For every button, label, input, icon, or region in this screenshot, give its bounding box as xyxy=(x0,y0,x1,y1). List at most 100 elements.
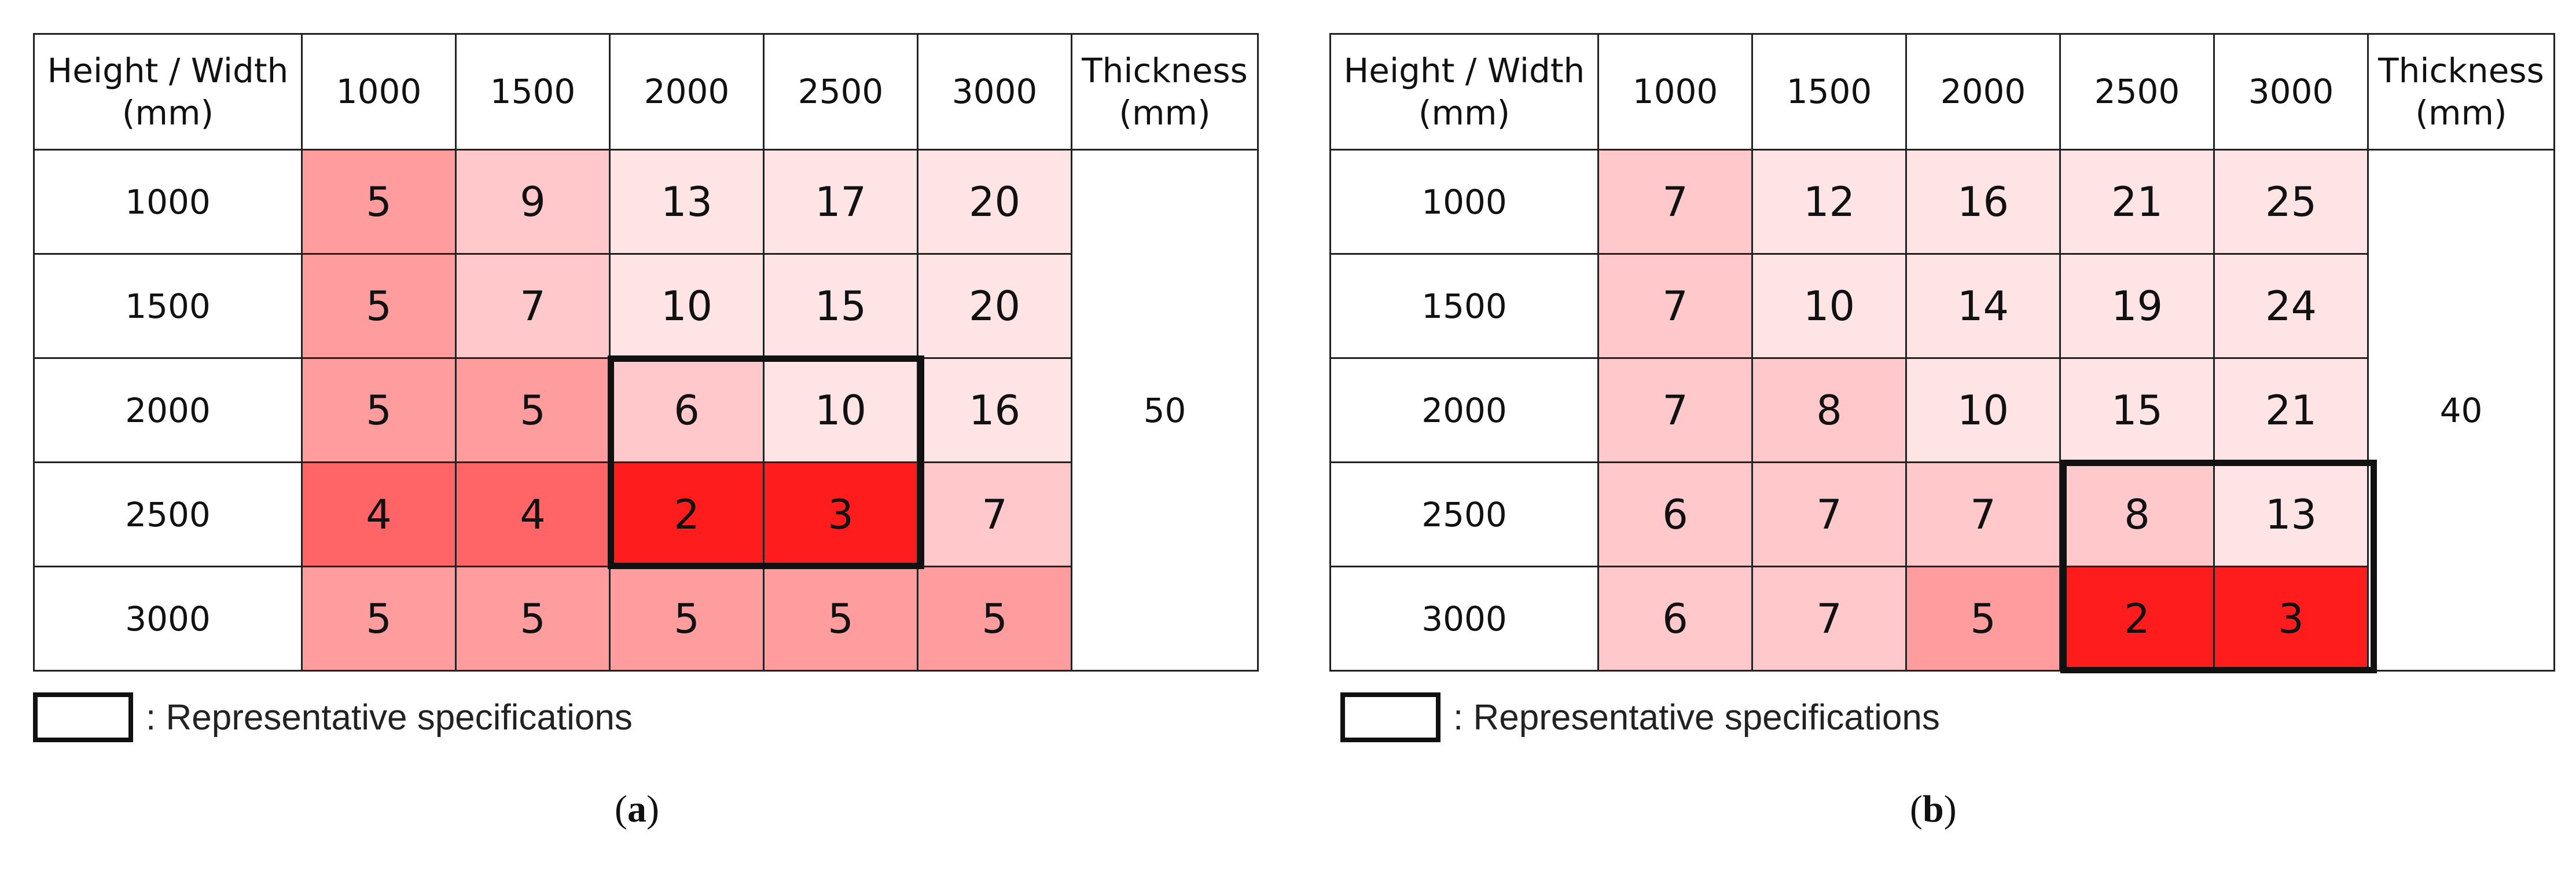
table-row: 2000 7 8 10 15 21 xyxy=(1329,357,2555,463)
table-row: 3000 6 7 5 2 3 xyxy=(1329,566,2555,672)
value-cell: 3 xyxy=(2213,566,2369,672)
table-row: 1500 5 7 10 15 20 xyxy=(33,253,1258,359)
height-label: 1000 xyxy=(1329,149,1599,255)
value-cell: 7 xyxy=(917,461,1072,567)
thickness-value: 40 xyxy=(2367,149,2555,672)
value-cell: 15 xyxy=(2059,357,2215,463)
thickness-header: Thickness (mm) xyxy=(1071,33,1259,151)
value-cell: 3 xyxy=(763,461,918,567)
value-cell: 2 xyxy=(609,461,765,567)
value-cell: 7 xyxy=(1597,149,1753,255)
width-header: 2000 xyxy=(1905,33,2061,151)
value-cell: 5 xyxy=(917,566,1072,672)
value-cell: 9 xyxy=(455,149,611,255)
value-cell: 5 xyxy=(609,566,765,672)
value-cell: 12 xyxy=(1751,149,1907,255)
height-label: 1000 xyxy=(33,149,303,255)
value-cell: 21 xyxy=(2213,357,2369,463)
legend-a: : Representative specifications xyxy=(33,692,633,742)
spec-table-b: Height / Width (mm) 1000 1500 2000 2500 3000 T… xyxy=(1329,33,2555,672)
value-cell: 19 xyxy=(2059,253,2215,359)
value-cell: 6 xyxy=(1597,566,1753,672)
table-row: 1000 7 12 16 21 25 40 xyxy=(1329,149,2555,672)
value-cell: 5 xyxy=(301,149,457,255)
value-cell: 5 xyxy=(301,357,457,463)
value-cell: 4 xyxy=(301,461,457,567)
corner-header: Height / Width (mm) xyxy=(1329,33,1599,151)
width-header: 1000 xyxy=(1597,33,1753,151)
height-label: 1500 xyxy=(1329,253,1599,359)
header-row: Height / Width (mm) 1000 1500 2000 2500 3000 T… xyxy=(1329,33,2555,151)
value-cell: 15 xyxy=(763,253,918,359)
spec-table-a: Height / Width (mm) 1000 1500 2000 2500 3000 T… xyxy=(33,33,1259,672)
panel-label-b: (b) xyxy=(1910,788,1957,830)
value-cell: 7 xyxy=(1597,253,1753,359)
value-cell: 10 xyxy=(609,253,765,359)
value-cell: 13 xyxy=(2213,461,2369,567)
value-cell: 13 xyxy=(609,149,765,255)
width-header: 2000 xyxy=(609,33,765,151)
table-row: 2000 5 5 6 10 16 xyxy=(33,357,1258,463)
value-cell: 7 xyxy=(1905,461,2061,567)
height-label: 2000 xyxy=(1329,357,1599,463)
width-header: 2500 xyxy=(763,33,918,151)
value-cell: 8 xyxy=(1751,357,1907,463)
width-header: 3000 xyxy=(2213,33,2369,151)
value-cell: 4 xyxy=(455,461,611,567)
width-header: 3000 xyxy=(917,33,1072,151)
height-label: 2500 xyxy=(33,461,303,567)
value-cell: 8 xyxy=(2059,461,2215,567)
height-label: 3000 xyxy=(33,566,303,672)
value-cell: 17 xyxy=(763,149,918,255)
value-cell: 25 xyxy=(2213,149,2369,255)
legend-label: : Representative specifications xyxy=(1453,697,1940,738)
value-cell: 5 xyxy=(301,566,457,672)
value-cell: 16 xyxy=(1905,149,2061,255)
panel-a: Height / Width (mm) 1000 1500 2000 2500 3000 T… xyxy=(33,33,1259,672)
legend-label: : Representative specifications xyxy=(146,697,633,738)
header-row: Height / Width (mm) 1000 1500 2000 2500 3000 T… xyxy=(33,33,1259,151)
value-cell: 6 xyxy=(609,357,765,463)
legend-swatch xyxy=(1340,692,1440,742)
value-cell: 7 xyxy=(1597,357,1753,463)
width-header: 1500 xyxy=(455,33,611,151)
corner-header: Height / Width (mm) xyxy=(33,33,303,151)
value-cell: 10 xyxy=(1751,253,1907,359)
value-cell: 20 xyxy=(917,149,1072,255)
value-cell: 5 xyxy=(1905,566,2061,672)
height-label: 3000 xyxy=(1329,566,1599,672)
height-label: 1500 xyxy=(33,253,303,359)
value-cell: 14 xyxy=(1905,253,2061,359)
value-cell: 7 xyxy=(455,253,611,359)
height-label: 2500 xyxy=(1329,461,1599,567)
thickness-value: 50 xyxy=(1071,149,1259,672)
table-row: 1000 5 9 13 17 20 50 xyxy=(33,149,1259,672)
table-row: 1500 7 10 14 19 24 xyxy=(1329,253,2555,359)
value-cell: 7 xyxy=(1751,461,1907,567)
value-cell: 10 xyxy=(1905,357,2061,463)
table-row: 3000 5 5 5 5 5 xyxy=(33,566,1258,672)
panel-b: Height / Width (mm) 1000 1500 2000 2500 3000 T… xyxy=(1329,33,2555,673)
value-cell: 16 xyxy=(917,357,1072,463)
value-cell: 5 xyxy=(455,566,611,672)
value-cell: 5 xyxy=(301,253,457,359)
value-cell: 6 xyxy=(1597,461,1753,567)
value-cell: 20 xyxy=(917,253,1072,359)
value-cell: 24 xyxy=(2213,253,2369,359)
width-header: 1500 xyxy=(1751,33,1907,151)
value-cell: 21 xyxy=(2059,149,2215,255)
width-header: 1000 xyxy=(301,33,457,151)
panel-label-a: (a) xyxy=(615,788,659,830)
value-cell: 10 xyxy=(763,357,918,463)
legend-b: : Representative specifications xyxy=(1340,692,1940,742)
value-cell: 5 xyxy=(763,566,918,672)
value-cell: 7 xyxy=(1751,566,1907,672)
value-cell: 5 xyxy=(455,357,611,463)
thickness-header: Thickness (mm) xyxy=(2367,33,2555,151)
legend-swatch xyxy=(33,692,133,742)
table-row: 2500 4 4 2 3 7 xyxy=(33,461,1258,567)
height-label: 2000 xyxy=(33,357,303,463)
value-cell: 2 xyxy=(2059,566,2215,672)
table-row: 2500 6 7 7 8 13 xyxy=(1329,461,2555,567)
width-header: 2500 xyxy=(2059,33,2215,151)
